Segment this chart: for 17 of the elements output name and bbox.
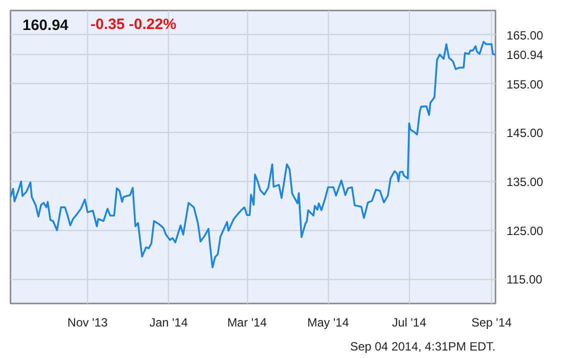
y-tick-label: 155.00 <box>506 77 544 92</box>
y-tick-label: 160.94 <box>506 48 544 62</box>
y-tick-label: 125.00 <box>506 224 544 238</box>
y-tick-label: 165.00 <box>506 28 544 42</box>
text: Sep 04 2014, 4:31PM EDT. <box>350 340 496 354</box>
x-tick-label: Mar '14 <box>227 316 268 330</box>
x-tick-label: Sep '14 <box>471 316 512 330</box>
x-tick-label: May '14 <box>307 316 350 330</box>
y-tick-label: 115.00 <box>506 272 543 287</box>
text: 160.94 <box>22 17 70 34</box>
y-tick-label: 135.00 <box>506 174 544 189</box>
x-tick-label: Jul '14 <box>392 316 427 330</box>
line-series <box>10 40 496 268</box>
x-tick-label: Jan '14 <box>149 316 188 330</box>
y-tick-label: 145.00 <box>506 126 544 140</box>
chart-subtitle: -0.35 -0.22% <box>90 16 176 33</box>
x-tick-label: Nov '13 <box>67 316 108 330</box>
